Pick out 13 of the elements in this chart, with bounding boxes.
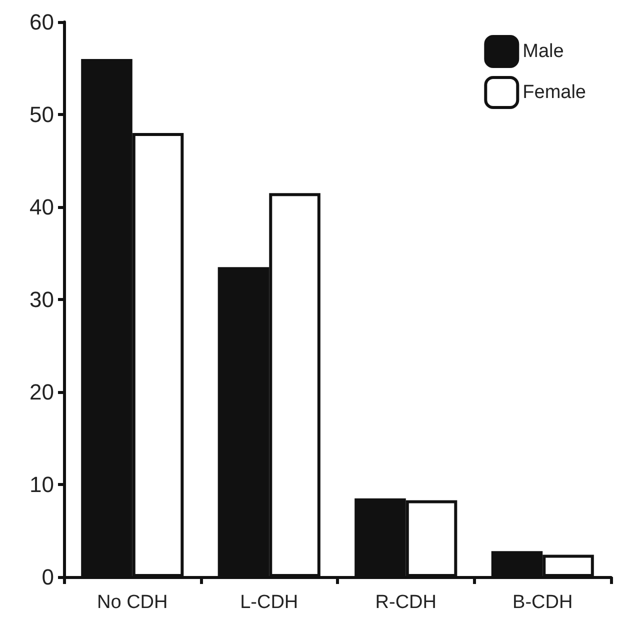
legend-label: Male — [522, 41, 564, 62]
x-tick-label: No CDH — [97, 592, 168, 613]
y-tick-label: 10 — [30, 472, 54, 497]
x-tick-label: L-CDH — [240, 592, 298, 613]
y-tick-label: 0 — [42, 564, 54, 590]
x-tick-label: B-CDH — [512, 592, 573, 613]
y-tick-label: 20 — [30, 380, 54, 404]
y-tick-label: 40 — [30, 194, 54, 220]
y-tick-label: 50 — [30, 102, 54, 127]
legend-label: Female — [522, 82, 586, 103]
y-tick-label: 60 — [30, 10, 54, 34]
x-tick-label: R-CDH — [375, 592, 436, 613]
y-tick-label: 30 — [30, 287, 54, 312]
